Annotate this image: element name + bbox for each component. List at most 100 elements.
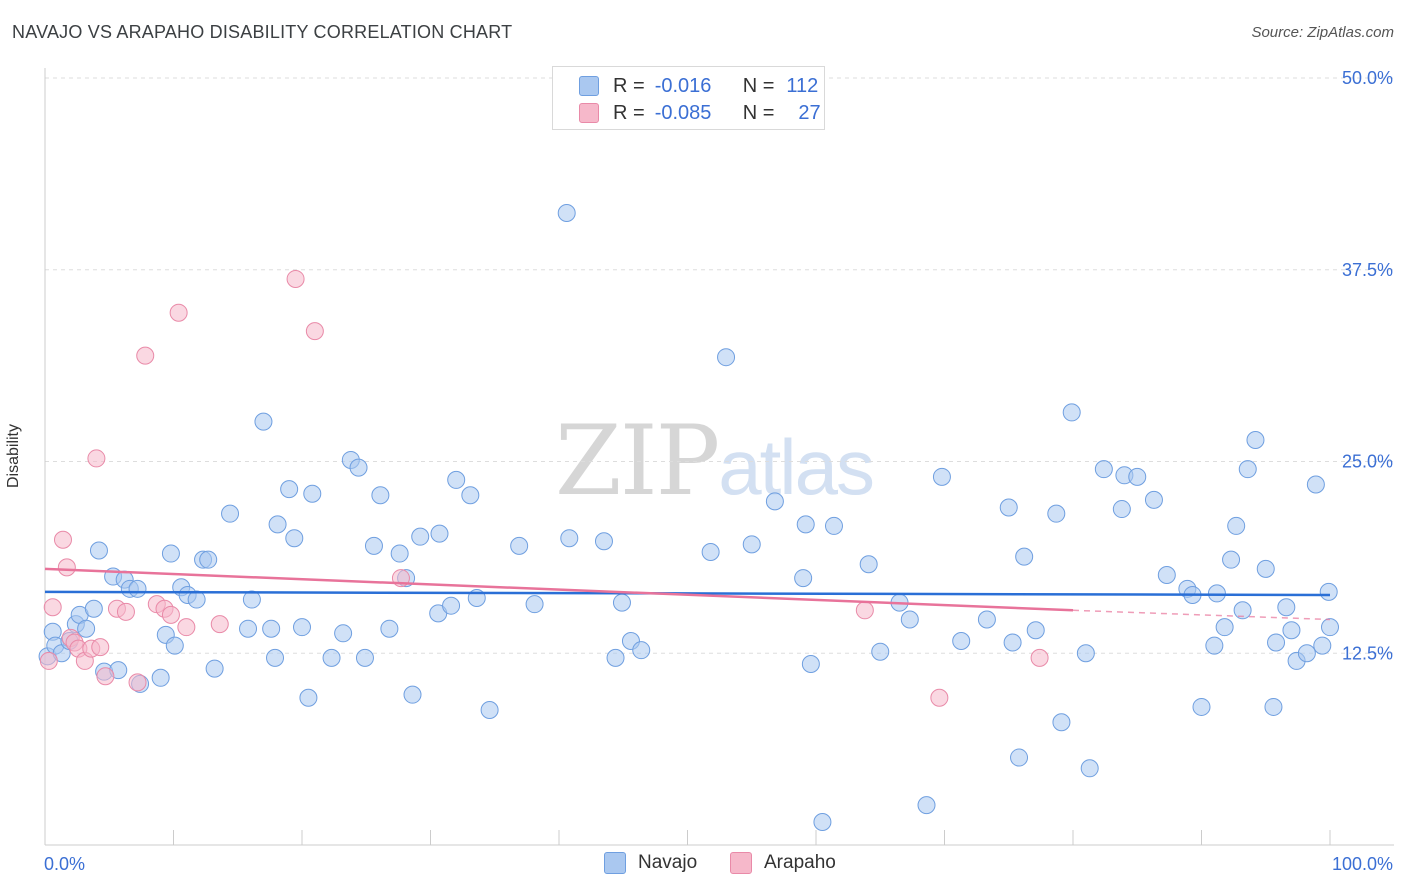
navajo-point — [1319, 582, 1338, 601]
navajo-point — [1227, 516, 1246, 535]
arapaho-point — [128, 673, 147, 692]
navajo-point — [355, 648, 374, 667]
navajo-point — [151, 668, 170, 687]
navajo-point — [1076, 644, 1095, 663]
navajo-point — [442, 596, 461, 615]
arapaho-point — [177, 618, 196, 637]
navajo-point — [390, 544, 409, 563]
arapaho-point — [91, 638, 110, 657]
navajo-point — [701, 543, 720, 562]
navajo-point — [1112, 500, 1131, 519]
navajo-point — [1003, 633, 1022, 652]
navajo-point — [430, 524, 449, 543]
navajo-point — [1267, 633, 1286, 652]
chart-title: NAVAJO VS ARAPAHO DISABILITY CORRELATION… — [12, 22, 513, 42]
navajo-point — [1128, 467, 1147, 486]
legend-item-navajo[interactable]: Navajo — [604, 852, 697, 874]
navajo-point — [717, 348, 736, 367]
arapaho-point — [210, 615, 229, 634]
navajo-point — [84, 599, 103, 618]
navajo-point — [612, 593, 631, 612]
legend-n-value: 112 — [786, 74, 819, 97]
navajo-point — [1264, 697, 1283, 716]
arapaho-point — [57, 558, 76, 577]
navajo-point — [1026, 621, 1045, 640]
arapaho-point — [855, 601, 874, 620]
navajo-point — [262, 619, 281, 638]
arapaho-point — [96, 667, 115, 686]
navajo-point — [859, 555, 878, 574]
navajo-point — [293, 618, 311, 637]
navajo-point — [187, 590, 206, 609]
navajo-point — [299, 688, 318, 707]
navajo-point — [239, 619, 258, 638]
correlation-legend: R = -0.016 N = 112 R = -0.085 N = 27 — [552, 66, 825, 130]
x-tick-label: 100.0% — [1332, 854, 1393, 874]
navajo-point — [765, 492, 784, 511]
navajo-point — [1297, 644, 1316, 663]
navajo-point — [1144, 490, 1163, 509]
arapaho-legend-label: Arapaho — [764, 852, 836, 873]
navajo-point — [594, 532, 613, 551]
navajo-point — [1015, 547, 1034, 566]
watermark-atlas: atlas — [718, 423, 875, 511]
legend-r-value: -0.016 — [654, 74, 712, 97]
navajo-point — [1222, 550, 1241, 569]
arapaho-trend-extension — [1072, 609, 1331, 621]
navajo-point — [322, 648, 341, 667]
navajo-point — [1306, 475, 1325, 494]
navajo-point — [900, 610, 919, 629]
navajo-point — [794, 569, 813, 588]
legend-item-arapaho[interactable]: Arapaho — [730, 852, 836, 874]
navajo-point — [632, 641, 651, 660]
navajo-point — [1246, 431, 1265, 450]
y-tick-label: 37.5% — [1342, 260, 1393, 280]
y-tick-label: 50.0% — [1342, 68, 1393, 88]
legend-r-label: R = — [613, 74, 645, 97]
arapaho-point — [169, 303, 188, 322]
navajo-point — [280, 480, 299, 499]
navajo-point — [1256, 559, 1275, 578]
navajo-point — [1238, 460, 1257, 479]
navajo-point — [268, 515, 287, 534]
arapaho-point — [53, 530, 72, 549]
navajo-point — [1080, 759, 1099, 778]
legend-r-label: R = — [613, 101, 645, 124]
navajo-point — [447, 470, 466, 489]
navajo-point — [510, 536, 529, 555]
legend-n-label: N = — [742, 74, 775, 97]
arapaho-trend-line — [44, 567, 1074, 612]
navajo-point — [349, 458, 368, 477]
navajo-point — [1062, 403, 1081, 422]
navajo-point — [801, 654, 820, 673]
navajo-point — [606, 648, 625, 667]
legend-n-value: 27 — [798, 101, 821, 124]
arapaho-point — [286, 269, 305, 288]
navajo-point — [999, 498, 1018, 517]
series-legend: Navajo Arapaho — [0, 852, 1406, 878]
legend-n-label: N = — [742, 101, 775, 124]
navajo-point — [364, 536, 383, 555]
navajo-point — [266, 648, 285, 667]
legend-r-value: -0.085 — [654, 101, 712, 124]
y-tick-label: 25.0% — [1342, 452, 1393, 472]
navajo-point — [1205, 636, 1224, 655]
navajo-point — [1321, 618, 1339, 637]
navajo-point — [461, 486, 480, 505]
navajo-point — [77, 619, 96, 638]
navajo-point — [480, 701, 499, 720]
navajo-point — [161, 544, 180, 563]
arapaho-point — [1030, 648, 1049, 667]
navajo-point — [128, 579, 147, 598]
navajo-point — [221, 504, 240, 523]
navajo-point — [952, 631, 971, 650]
navajo-point — [1282, 621, 1301, 640]
navajo-point — [1052, 713, 1071, 732]
navajo-point — [242, 590, 261, 609]
navajo-point — [89, 541, 108, 560]
navajo-point — [285, 529, 304, 548]
navajo-point — [303, 484, 322, 503]
navajo-point — [205, 659, 224, 678]
arapaho-legend-swatch — [730, 852, 752, 874]
